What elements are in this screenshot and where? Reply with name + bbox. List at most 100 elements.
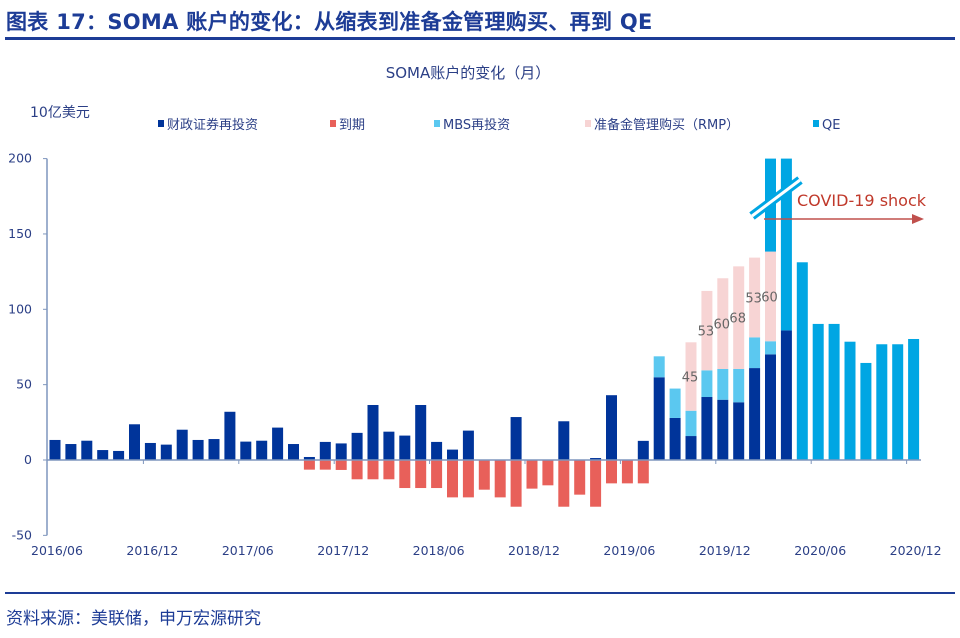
- x-tick-label: 2018/12: [508, 543, 560, 558]
- bar-maturity-2017/10: [303, 460, 315, 470]
- bar-treasury-2020/04: [780, 330, 792, 460]
- bar-treasury-2020/01: [733, 402, 745, 460]
- bar-mbs-2020/02: [749, 337, 761, 369]
- bar-rmp-2020/02: [749, 257, 761, 338]
- bar-treasury-2019/11: [701, 397, 713, 460]
- bar-treasury-2018/05: [415, 404, 427, 460]
- legend-swatch: [585, 120, 591, 127]
- bar-treasury-2018/02: [367, 404, 379, 460]
- bar-mbs-2020/03: [765, 341, 776, 355]
- bar-rmp-2019/12: [717, 278, 729, 369]
- bar-treasury-2017/05: [224, 411, 236, 460]
- bar-maturity-2018/02: [367, 460, 379, 480]
- bar-maturity-2018/07: [447, 460, 458, 498]
- bar-treasury-2017/12: [335, 443, 347, 460]
- chart-title: SOMA账户的变化（月）: [386, 64, 551, 82]
- bar-qe-2020/08: [844, 341, 856, 460]
- bar-treasury-2017/04: [208, 439, 220, 460]
- bar-maturity-2018/09: [478, 460, 490, 490]
- bar-qe-2020/07: [828, 323, 840, 460]
- bar-treasury-2016/08: [81, 440, 93, 460]
- bar-qe-2020/06: [812, 323, 824, 460]
- bar-mbs-2019/10: [685, 410, 697, 437]
- source-divider: [5, 592, 955, 594]
- y-tick-label: -50: [12, 527, 32, 542]
- bar-treasury-2017/01: [160, 444, 172, 460]
- x-tick-label: 2020/12: [890, 543, 942, 558]
- x-tick-label: 2017/12: [317, 543, 369, 558]
- bar-maturity-2018/01: [351, 460, 363, 480]
- axis-break-gap: [751, 178, 801, 218]
- bar-maturity-2019/04: [590, 460, 602, 507]
- bar-maturity-2018/10: [494, 460, 506, 498]
- legend-swatch: [434, 120, 440, 127]
- legend-swatch: [158, 120, 164, 127]
- bar-treasury-2016/06: [49, 439, 61, 460]
- bar-treasury-2018/06: [431, 441, 443, 460]
- figure-title: 图表 17：SOMA 账户的变化：从缩表到准备金管理购买、再到 QE: [6, 10, 653, 34]
- bar-maturity-2017/12: [335, 460, 347, 470]
- bar-treasury-2017/09: [288, 444, 299, 460]
- bar-mbs-2019/12: [717, 368, 729, 400]
- y-tick-label: 100: [8, 301, 32, 316]
- bar-treasury-2017/03: [192, 439, 204, 460]
- x-tick-label: 2019/06: [603, 543, 655, 558]
- bar-maturity-2019/05: [606, 460, 617, 484]
- y-tick-label: 50: [16, 377, 32, 392]
- bar-treasury-2016/11: [129, 424, 140, 460]
- legend: 财政证券再投资 到期 MBS再投资 准备金管理购买（RMP） QE: [158, 117, 840, 133]
- bar-treasury-2017/02: [176, 429, 188, 460]
- x-tick-label: 2016/12: [126, 543, 178, 558]
- bar-qe-2020/10: [876, 344, 888, 460]
- bar-treasury-2019/07: [637, 440, 649, 460]
- x-tick-label: 2018/06: [413, 543, 465, 558]
- x-tick-label: 2017/06: [222, 543, 274, 558]
- x-tick-label: 2019/12: [699, 543, 751, 558]
- y-axis-unit-label: 10亿美元: [30, 105, 90, 121]
- bar-treasury-2018/04: [399, 435, 411, 460]
- bar-treasury-2019/12: [717, 399, 729, 460]
- bar-maturity-2019/03: [574, 460, 586, 495]
- legend-label: MBS再投资: [443, 117, 510, 133]
- bar-qe-2020/04: [780, 158, 792, 331]
- rmp-data-label: 53: [698, 325, 715, 340]
- bar-treasury-2018/08: [462, 430, 474, 460]
- rmp-data-label: 45: [682, 371, 699, 386]
- bar-treasury-2017/08: [272, 427, 284, 460]
- bar-mbs-2019/09: [669, 388, 681, 418]
- bar-mbs-2019/11: [701, 370, 713, 398]
- bar-treasury-2017/10: [303, 456, 315, 460]
- bar-treasury-2019/05: [606, 395, 617, 460]
- bar-maturity-2018/03: [383, 460, 395, 480]
- x-tick-label: 2020/06: [794, 543, 846, 558]
- legend-label: 准备金管理购买（RMP）: [594, 117, 739, 133]
- source-note: 资料来源：美联储，申万宏源研究: [6, 609, 261, 629]
- bar-treasury-2020/02: [749, 368, 761, 460]
- bar-maturity-2018/12: [526, 460, 538, 489]
- bar-treasury-2017/06: [240, 441, 252, 460]
- legend-label: 财政证券再投资: [167, 117, 258, 133]
- bar-qe-2020/09: [860, 362, 872, 460]
- bar-rmp-2019/11: [701, 290, 713, 371]
- title-divider: [5, 37, 955, 40]
- bar-treasury-2018/11: [510, 417, 522, 460]
- y-tick-label: 200: [8, 151, 32, 166]
- bar-treasury-2018/03: [383, 431, 395, 460]
- legend-label: 到期: [339, 118, 365, 133]
- bar-maturity-2019/01: [542, 460, 554, 486]
- bar-maturity-2019/02: [558, 460, 570, 507]
- bar-maturity-2018/05: [415, 460, 427, 489]
- annotations: COVID-19 shock: [749, 176, 927, 224]
- bar-rmp-2019/10: [685, 342, 697, 411]
- bar-mbs-2019/08: [653, 356, 665, 378]
- bar-treasury-2016/07: [65, 444, 77, 460]
- legend-label: QE: [822, 118, 840, 133]
- x-tick-label: 2016/06: [31, 543, 83, 558]
- bar-treasury-2020/03: [765, 354, 776, 460]
- covid-arrow-head-icon: [912, 214, 924, 224]
- bar-treasury-2016/09: [97, 450, 109, 460]
- bar-treasury-2019/10: [685, 436, 697, 460]
